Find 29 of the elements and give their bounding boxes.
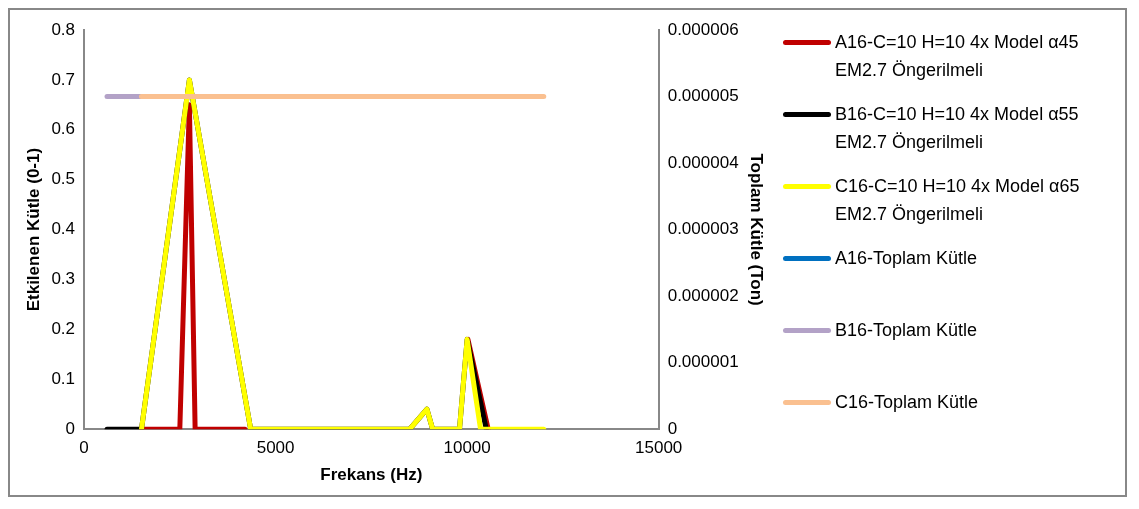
y-tick-label: 0.8 — [51, 19, 76, 39]
x-tick-label: 15000 — [635, 438, 683, 458]
y-tick-label: 0.1 — [51, 368, 76, 388]
y2-tick-label: 0.000003 — [667, 219, 739, 239]
y2-tick-label: 0 — [667, 418, 678, 438]
y2-tick-label: 0.000004 — [667, 152, 739, 172]
y-axis-title: Etkilenen Kütle (0-1) — [23, 147, 43, 312]
y-tick-label: 0.5 — [51, 169, 76, 189]
y-tick-label: 0.2 — [51, 319, 76, 339]
legend-label: C16-C=10 H=10 4x Model α65 EM2.7 Öngerilmeli — [835, 175, 1081, 226]
x-axis-title: Frekans (Hz) — [320, 465, 423, 485]
y-tick-label: 0 — [65, 418, 76, 438]
legend-label: B16-C=10 H=10 4x Model α55 EM2.7 Öngerilmeli — [835, 103, 1080, 154]
y-tick-label: 0.3 — [51, 269, 76, 289]
legend-label: C16-Toplam Kütle — [835, 391, 979, 414]
y2-tick-label: 0.000005 — [667, 86, 739, 106]
y-tick-label: 0.4 — [51, 219, 76, 239]
y-tick-label: 0.6 — [51, 119, 76, 139]
legend-label: B16-Toplam Kütle — [835, 319, 978, 342]
legend-label: A16-Toplam Kütle — [835, 247, 978, 270]
x-tick-label: 10000 — [443, 438, 491, 458]
y2-tick-label: 0.000001 — [667, 352, 739, 372]
y2-tick-label: 0.000006 — [667, 19, 739, 39]
x-tick-label: 5000 — [256, 438, 295, 458]
x-tick-label: 0 — [79, 438, 89, 458]
y2-axis-title: Toplam Kütle (Ton) — [747, 153, 767, 306]
legend-label: A16-C=10 H=10 4x Model α45 EM2.7 Öngerilmeli — [835, 31, 1080, 82]
y2-tick-label: 0.000002 — [667, 285, 739, 305]
y-tick-label: 0.7 — [51, 69, 76, 89]
